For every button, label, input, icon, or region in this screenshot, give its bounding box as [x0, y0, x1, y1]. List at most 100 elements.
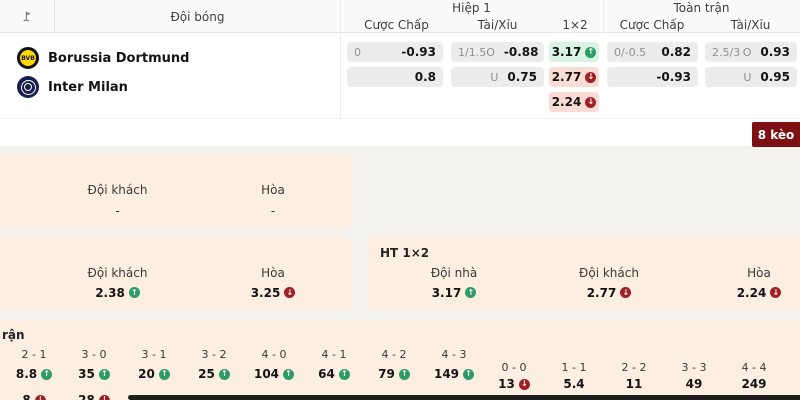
score-odds-cell[interactable]: 5.4 — [548, 375, 600, 393]
trend-down-icon — [34, 394, 46, 400]
odds-value: 25 — [198, 367, 215, 381]
bvb-logo-text: BVB — [21, 54, 35, 62]
away-odds-cell[interactable]: 2.77 — [535, 284, 683, 301]
score-odds-cell[interactable]: 104 — [248, 364, 300, 384]
trend-down-icon — [585, 96, 597, 108]
score-odds-cell[interactable]: 8 — [8, 390, 60, 400]
score-odds-cell[interactable]: 25 — [188, 364, 240, 384]
odds-value: 0.93 — [760, 45, 790, 59]
table-header — [0, 0, 800, 33]
column-divider — [603, 0, 604, 33]
score-header: 4 - 1 — [321, 347, 347, 361]
trend-up-icon — [338, 368, 350, 380]
odds-value: 2.24 — [736, 285, 767, 300]
ft-under-odds[interactable]: U 0.95 — [705, 67, 797, 87]
score-header: 3 - 2 — [201, 347, 227, 361]
score-header: 2 - 1 — [21, 347, 47, 361]
over-label: O — [742, 45, 752, 59]
score-odds-cell[interactable]: 8.8 — [8, 364, 60, 384]
ft-handicap-home-odds[interactable]: 0/-0.5 0.82 — [607, 42, 698, 62]
h1-1x2-home-odds[interactable]: 3.17 — [549, 42, 599, 62]
score-header: 3 - 1 — [141, 347, 167, 361]
h1-handicap-away-odds[interactable]: 0.8 — [347, 67, 443, 87]
markets-count-badge[interactable]: 8 kèo — [752, 122, 800, 147]
odds-value: 28 — [78, 393, 95, 400]
score-odds-cell[interactable]: 20 — [128, 364, 180, 384]
odds-value: 49 — [685, 377, 703, 391]
score-header: 4 - 0 — [261, 347, 287, 361]
score-odds-cell-partial[interactable] — [788, 375, 800, 393]
panel-ht-1x2: HT 1×2 Đội nhà Đội khách Hòa 3.17 2.77 2… — [368, 237, 800, 310]
col-header-ft-overunder: Tài/Xỉu — [730, 17, 771, 32]
away-odds-cell[interactable]: - — [43, 202, 192, 219]
trend-down-icon — [518, 378, 530, 390]
panel-title: HT 1×2 — [380, 246, 430, 260]
score-header: 4 - 4 — [741, 360, 767, 374]
markets-count-bar: 8 kèo — [0, 118, 800, 147]
score-header: 4 - 2 — [381, 347, 407, 361]
score-odds-cell[interactable]: 35 — [68, 364, 120, 384]
odds-value: 11 — [625, 377, 643, 391]
odds-value: 249 — [741, 377, 767, 391]
away-odds-cell[interactable]: 2.38 — [43, 284, 192, 301]
ft-over-odds[interactable]: 2.5/3 O 0.93 — [705, 42, 797, 62]
trend-up-icon — [463, 368, 475, 380]
odds-value: 3.17 — [431, 285, 462, 300]
panel-moneyline: Đội khách Hòa - - — [0, 155, 352, 228]
column-divider — [340, 0, 341, 118]
draw-odds-cell[interactable]: 3.25 — [198, 284, 348, 301]
odds-cell-partial[interactable] — [0, 284, 35, 301]
h1-over-odds[interactable]: 1/1.5 O -0.88 — [451, 42, 544, 62]
col-header-h1-handicap: Cược Chấp — [364, 17, 429, 32]
score-odds-cell[interactable]: 79 — [368, 364, 420, 384]
trend-up-icon — [283, 368, 295, 380]
away-column-header: Đội khách — [579, 266, 639, 280]
under-label: U — [490, 70, 499, 84]
panel-title-fragment: rận — [2, 328, 25, 342]
away-column-header: Đội khách — [87, 266, 148, 280]
ou-line: 2.5/3 — [712, 45, 741, 59]
under-label: U — [743, 70, 752, 84]
odds-value: 35 — [78, 367, 95, 381]
odds-value: - — [115, 203, 120, 218]
group-header-full-time: Toàn trận — [673, 1, 730, 15]
h1-under-odds[interactable]: U 0.75 — [451, 67, 544, 87]
draw-column-header: Hòa — [261, 183, 285, 197]
ft-handicap-away-odds[interactable]: -0.93 — [607, 67, 698, 87]
main-odds-table: Đội bóng Hiệp 1 Toàn trận Cược Chấp Tài/… — [0, 0, 800, 120]
trend-up-icon — [158, 368, 170, 380]
odds-value: 0.82 — [661, 45, 691, 59]
trend-up-icon — [128, 287, 140, 298]
score-header: 2 - 2 — [621, 360, 647, 374]
odds-cell-partial[interactable] — [0, 202, 35, 219]
ou-line: 1/1.5 — [458, 45, 487, 59]
score-odds-cell[interactable]: 49 — [668, 375, 720, 393]
score-odds-cell[interactable]: 64 — [308, 364, 360, 384]
h1-handicap-home-odds[interactable]: 0 -0.93 — [347, 42, 443, 62]
score-odds-cell[interactable]: 11 — [608, 375, 660, 393]
score-odds-cell[interactable]: 249 — [728, 375, 780, 393]
score-odds-cell[interactable]: 28 — [68, 390, 120, 400]
h1-1x2-draw-odds[interactable]: 2.24 — [549, 92, 599, 112]
score-odds-cell[interactable]: 13 — [488, 375, 540, 393]
odds-value: 8 — [22, 393, 31, 400]
h1-1x2-away-odds[interactable]: 2.77 — [549, 67, 599, 87]
score-odds-cell[interactable]: 149 — [428, 364, 480, 384]
inter-logo-inner-ring — [24, 83, 32, 91]
trend-up-icon — [465, 287, 477, 298]
draw-odds-cell[interactable]: 2.24 — [690, 284, 800, 301]
group-header-first-half: Hiệp 1 — [452, 1, 491, 15]
odds-value: 2.38 — [95, 285, 125, 300]
trend-up-icon — [585, 46, 597, 58]
odds-value: 5.4 — [563, 377, 585, 391]
odds-value: 20 — [138, 367, 155, 381]
draw-odds-cell[interactable]: - — [198, 202, 348, 219]
home-odds-cell[interactable]: 3.17 — [380, 284, 528, 301]
home-team-name: Borussia Dortmund — [48, 51, 190, 66]
odds-value: 79 — [378, 367, 395, 381]
score-header: 0 - 0 — [501, 360, 527, 374]
horizontal-scrollbar[interactable] — [128, 395, 800, 400]
trend-up-icon — [41, 368, 53, 380]
trend-down-icon — [585, 71, 597, 83]
